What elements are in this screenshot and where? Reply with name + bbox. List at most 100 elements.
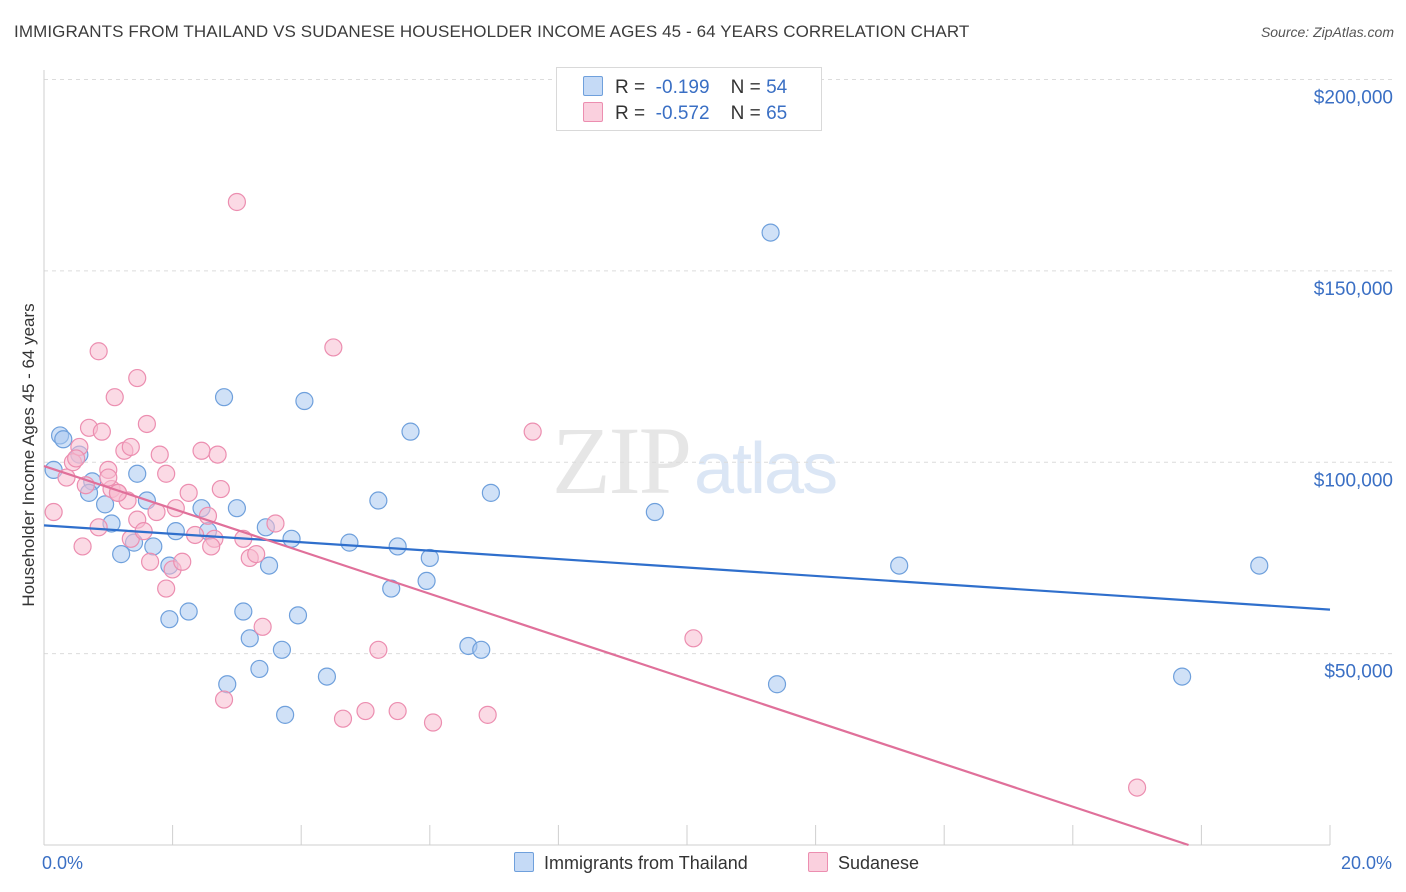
legend-n-label: N = xyxy=(730,77,761,98)
thailand-point xyxy=(317,667,337,686)
sudanese-point xyxy=(173,552,192,571)
sudanese-point xyxy=(192,441,211,460)
legend-r-label: R = xyxy=(615,103,646,124)
sudanese-point xyxy=(388,701,407,721)
sudanese-point xyxy=(57,468,76,487)
thailand-point xyxy=(179,602,198,621)
sudanese-point xyxy=(121,437,140,457)
thailand-point xyxy=(767,675,787,694)
sudanese-point xyxy=(227,192,246,212)
sudanese-point xyxy=(333,709,353,728)
x-tick-label-min: 0.0% xyxy=(42,853,83,873)
thailand-point xyxy=(276,705,295,724)
thailand-point xyxy=(112,545,131,564)
sudanese-point xyxy=(67,449,86,468)
sudanese-point xyxy=(211,479,230,499)
thailand-point xyxy=(1173,667,1192,686)
sudanese-point xyxy=(324,338,343,357)
thailand-point xyxy=(288,606,308,625)
sudanese-point xyxy=(369,640,388,659)
sudanese-point xyxy=(208,445,227,464)
sudanese-point xyxy=(179,483,198,502)
sudanese-point xyxy=(247,545,266,564)
sudanese-point xyxy=(166,499,185,518)
sudanese-point xyxy=(157,579,176,598)
thailand-point xyxy=(144,537,163,556)
grid-lines xyxy=(44,79,1395,655)
bottom-legend-swatch-sudanese xyxy=(808,852,828,872)
watermark: ZIPatlas xyxy=(552,405,838,516)
bottom-legend-thailand: Immigrants from Thailand xyxy=(514,852,748,874)
legend-n-label: N = xyxy=(730,103,761,124)
sudanese-point xyxy=(684,629,703,648)
chart-title: IMMIGRANTS FROM THAILAND VS SUDANESE HOU… xyxy=(14,22,970,41)
sudanese-point xyxy=(478,705,497,724)
thailand-point xyxy=(645,502,664,522)
legend-r-value-thailand: -0.199 xyxy=(655,77,710,98)
bottom-legend-swatch-thailand xyxy=(514,852,534,872)
legend-r-label: R = xyxy=(615,77,646,98)
legend-n-value-sudanese: 65 xyxy=(766,103,788,124)
x-tick-label-max: 20.0% xyxy=(1341,853,1392,873)
sudanese-point xyxy=(523,422,542,441)
sudanese-point xyxy=(89,518,108,537)
thailand-point xyxy=(272,640,292,659)
x-ticks xyxy=(43,825,1331,845)
sudanese-point xyxy=(356,701,375,721)
thailand-point xyxy=(761,223,780,242)
thailand-point xyxy=(54,430,73,449)
legend-r-value-sudanese: -0.572 xyxy=(655,103,710,124)
thailand-point xyxy=(128,464,147,483)
sudanese-point xyxy=(105,388,124,407)
sudanese-point xyxy=(266,514,285,533)
thailand-point xyxy=(95,495,115,514)
sudanese-point xyxy=(128,368,147,388)
thailand-point xyxy=(240,629,259,648)
trend-line-thailand xyxy=(43,524,1331,611)
sudanese-point xyxy=(137,414,156,434)
thailand-point xyxy=(401,422,420,441)
thailand-point xyxy=(1250,556,1269,575)
thailand-point xyxy=(214,388,234,407)
series-sudanese-points xyxy=(44,192,1147,797)
axes xyxy=(43,70,1330,846)
y-tick-label: $50,000 xyxy=(1324,662,1393,683)
thailand-point xyxy=(227,499,246,518)
thailand-point xyxy=(890,556,909,575)
legend-row-sudanese: R = -0.572 N = 65 xyxy=(583,102,787,126)
sudanese-point xyxy=(214,690,234,709)
legend-row-thailand: R = -0.199 N = 54 xyxy=(583,76,787,100)
legend-swatch-thailand xyxy=(583,76,603,96)
sudanese-point xyxy=(157,464,176,483)
thailand-point xyxy=(218,675,237,694)
thailand-point xyxy=(234,602,253,621)
thailand-point xyxy=(160,610,179,629)
sudanese-point xyxy=(253,617,272,636)
y-axis-title: Householder Income Ages 45 - 64 years xyxy=(19,303,38,606)
sudanese-point xyxy=(92,422,111,441)
sudanese-point xyxy=(140,552,160,571)
bottom-legend-label-sudanese: Sudanese xyxy=(838,853,920,873)
legend-swatch-sudanese xyxy=(583,102,603,122)
bottom-legend-label-thailand: Immigrants from Thailand xyxy=(544,853,748,873)
y-tick-label: $150,000 xyxy=(1314,279,1393,300)
thailand-point xyxy=(472,640,491,659)
thailand-point xyxy=(420,548,439,568)
thailand-point xyxy=(250,659,269,679)
legend-n-value-thailand: 54 xyxy=(766,77,788,98)
source-credit: Source: ZipAtlas.com xyxy=(1260,24,1394,40)
thailand-point xyxy=(282,529,301,548)
sudanese-point xyxy=(89,342,108,361)
thailand-point xyxy=(166,522,185,541)
thailand-point xyxy=(481,483,500,502)
bottom-legend-sudanese: Sudanese xyxy=(808,852,919,874)
y-tick-labels: $50,000 $100,000 $150,000 $200,000 xyxy=(1314,88,1393,683)
watermark-zip: ZIP xyxy=(552,407,692,514)
sudanese-point xyxy=(99,468,118,487)
sudanese-point xyxy=(202,537,221,556)
sudanese-point xyxy=(423,713,443,732)
sudanese-point xyxy=(44,502,63,522)
correlation-legend: R = -0.199 N = 54 R = -0.572 N = 65 xyxy=(556,67,822,131)
watermark-atlas: atlas xyxy=(694,429,838,509)
